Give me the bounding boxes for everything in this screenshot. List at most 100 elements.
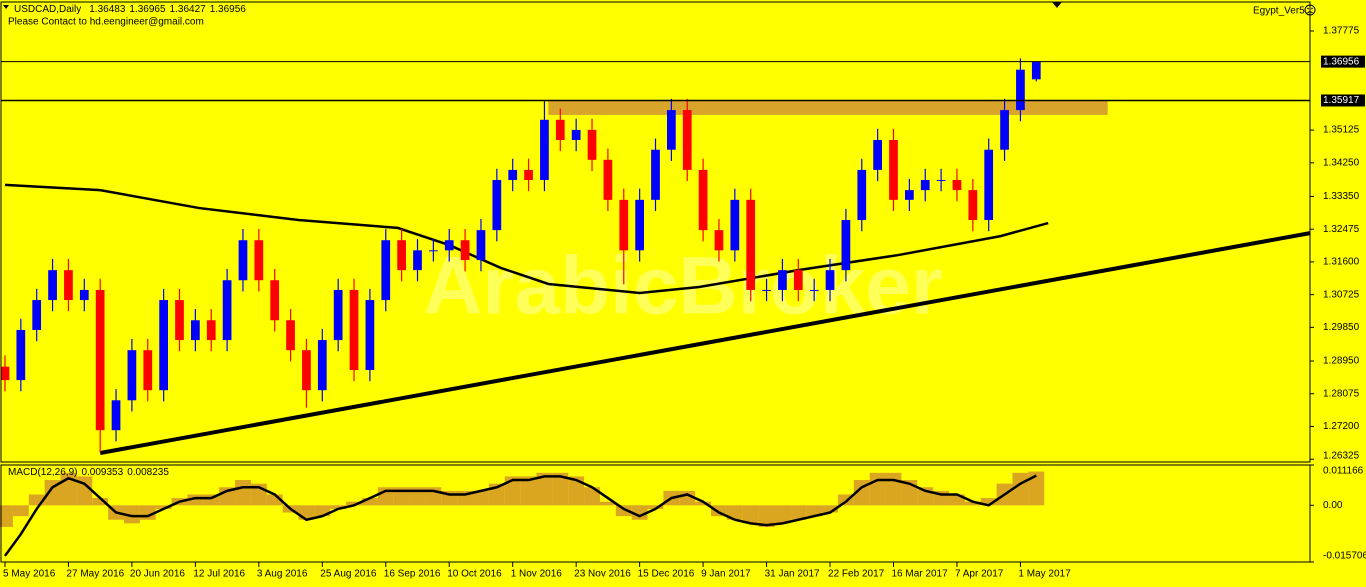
menu-arrow[interactable]: [3, 5, 9, 9]
open-price: 1.36483: [89, 4, 126, 15]
candle-body: [397, 240, 406, 271]
macd-bar: [822, 505, 838, 513]
candle-body: [1016, 69, 1025, 111]
candle-body: [540, 119, 549, 181]
y-tick-label: 1.35125: [1323, 125, 1360, 136]
candle-body: [492, 180, 502, 231]
close-price: 1.36956: [210, 4, 247, 15]
macd-title: MACD(12,26,9): [8, 467, 77, 478]
y-tick-label: 1.32475: [1323, 224, 1360, 235]
candle-body: [175, 300, 184, 341]
x-tick-label: 7 Apr 2017: [955, 569, 1004, 580]
macd-bar: [92, 498, 109, 506]
candle-body: [936, 180, 946, 182]
x-tick-label: 12 Jul 2016: [193, 569, 245, 580]
macd-bar: [774, 505, 791, 524]
candle-body: [587, 129, 597, 160]
signal-value: 0.008235: [127, 467, 169, 478]
candle-body: [571, 129, 581, 140]
macd-bar: [631, 505, 648, 520]
candle-body: [809, 289, 819, 291]
candle-body: [302, 350, 311, 391]
macd-bar: [473, 490, 489, 506]
candle-body: [667, 110, 676, 150]
y-tick-label: 1.31600: [1323, 257, 1360, 268]
candle-body: [143, 350, 153, 391]
y-tick-label: -0.015706: [1323, 551, 1366, 562]
macd-bar: [806, 505, 823, 517]
macd-bar: [235, 480, 251, 506]
candle-body: [191, 320, 200, 341]
y-tick-label: 1.34250: [1323, 157, 1360, 168]
candle-body: [714, 230, 724, 251]
macd-bar: [361, 498, 378, 506]
x-tick-label: 1 May 2017: [1018, 569, 1071, 580]
x-tick-label: 5 May 2016: [3, 569, 56, 580]
price-label: 1.36956: [1323, 56, 1360, 67]
candle-body: [16, 329, 26, 381]
high-price: 1.36965: [129, 4, 166, 15]
macd-bar: [1012, 472, 1029, 506]
candle-body: [698, 169, 708, 231]
macd-bar: [12, 505, 29, 517]
macd-bar: [187, 494, 204, 506]
candle-body: [651, 149, 660, 200]
candle-body: [762, 289, 771, 291]
macd-frame: [0, 464, 1311, 563]
macd-bar: [837, 494, 854, 506]
macd-bar: [552, 472, 569, 506]
candle-body: [413, 250, 422, 271]
overlay-line: [99, 231, 1311, 455]
macd-bar: [869, 472, 886, 506]
candle-body: [365, 300, 375, 370]
x-tick-label: 1 Nov 2016: [511, 569, 563, 580]
candle-body: [825, 270, 835, 290]
x-tick-label: 3 Aug 2016: [257, 569, 308, 580]
macd-value: 0.009353: [81, 467, 123, 478]
candle-body: [111, 400, 121, 431]
price-label: 1.35917: [1323, 95, 1360, 106]
x-tick-label: 16 Sep 2016: [384, 569, 441, 580]
candle-body: [206, 320, 216, 341]
macd-bar: [28, 494, 45, 506]
candle-body: [730, 199, 740, 251]
macd-bar: [346, 501, 362, 506]
x-tick-label: 23 Nov 2016: [574, 569, 631, 580]
macd-bar: [615, 505, 632, 517]
candle-body: [889, 140, 898, 200]
candle-body: [349, 289, 359, 370]
macd-bar: [123, 505, 140, 524]
signal-line: [3, 474, 1037, 557]
candle-body: [635, 199, 644, 251]
y-tick-label: 0.011166: [1323, 466, 1364, 477]
smiley-icon: [1304, 4, 1316, 16]
macd-bar: [711, 505, 727, 517]
y-tick-label: 1.30725: [1323, 289, 1360, 300]
macd-bar: [1028, 471, 1045, 506]
x-tick-label: 25 Aug 2016: [320, 569, 377, 580]
macd-bar: [599, 501, 616, 506]
y-tick-label: 1.27200: [1323, 421, 1360, 432]
candle-body: [317, 340, 327, 391]
y-tick-label: 1.28075: [1323, 388, 1360, 399]
candle-body: [508, 169, 518, 181]
shift-marker: [1052, 2, 1062, 8]
x-tick-label: 27 May 2016: [66, 569, 124, 580]
candle-body: [603, 159, 613, 200]
candle-body: [905, 190, 914, 200]
price-label-box: [1321, 94, 1365, 107]
macd-bar: [885, 472, 902, 506]
macd-bar: [314, 505, 331, 517]
macd-bar: [758, 505, 775, 527]
macd-bar: [155, 505, 172, 509]
low-price: 1.36427: [170, 4, 207, 15]
y-tick-label: 1.37775: [1323, 26, 1360, 37]
candle-body: [429, 250, 438, 252]
candle-body: [682, 110, 692, 170]
macd-bar: [584, 487, 600, 506]
x-tick-label: 10 Oct 2016: [447, 569, 502, 580]
subtitle: Please Contact to hd.eengineer@gmail.com: [8, 17, 204, 28]
y-tick-label: 1.33350: [1323, 191, 1360, 202]
candle-body: [286, 320, 295, 351]
